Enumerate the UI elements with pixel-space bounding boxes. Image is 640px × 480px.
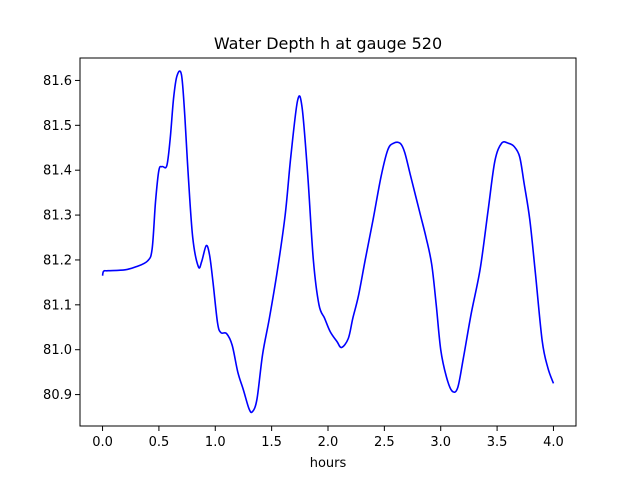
x-tick-label: 4.0 [543,435,564,450]
x-tick-label: 0.5 [149,435,170,450]
y-tick-label: 81.2 [43,253,72,268]
x-tick-label: 2.5 [374,435,395,450]
x-tick-label: 0.0 [92,435,113,450]
y-tick-label: 81.6 [43,74,72,89]
x-tick-label: 1.5 [261,435,282,450]
y-axis: 80.9 81.0 81.1 81.2 81.3 81.4 81.5 81.6 [43,74,80,403]
y-tick-label: 80.9 [43,388,72,403]
y-tick-label: 81.4 [43,164,72,179]
y-tick-label: 81.0 [43,343,72,358]
x-tick-label: 2.0 [318,435,339,450]
x-tick-label: 1.0 [205,435,226,450]
x-axis: 0.0 0.5 1.0 1.5 2.0 2.5 3.0 3.5 4.0 [92,426,564,450]
x-axis-label: hours [310,456,347,471]
chart-title: Water Depth h at gauge 520 [214,34,442,53]
y-tick-label: 81.1 [43,298,72,313]
plot-frame [79,57,577,427]
x-tick-label: 3.0 [430,435,451,450]
y-tick-label: 81.3 [43,209,72,224]
plot-area [101,70,555,414]
x-tick-label: 3.5 [487,435,508,450]
y-tick-label: 81.5 [43,119,72,134]
series-line [101,70,555,414]
